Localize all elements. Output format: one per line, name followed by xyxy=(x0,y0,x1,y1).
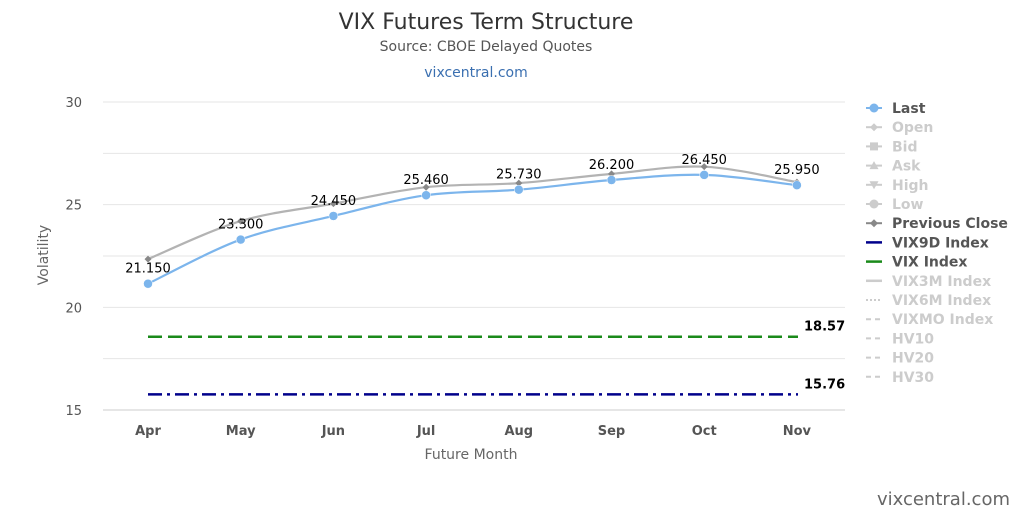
gridlines xyxy=(103,101,845,411)
x-tick-label: Nov xyxy=(783,424,812,439)
x-tick-label: Oct xyxy=(692,424,717,439)
x-tick-label: Jul xyxy=(416,424,436,439)
x-tick-label: May xyxy=(226,424,256,439)
y-tick-label: 25 xyxy=(65,199,82,214)
y-axis-title: Volatility xyxy=(36,225,52,285)
y-tick-label: 15 xyxy=(65,404,82,419)
data-label: 24.450 xyxy=(311,194,357,209)
reference-line-label: 15.76 xyxy=(804,377,845,392)
legend-marker xyxy=(870,142,878,151)
data-point xyxy=(329,200,337,208)
data-point xyxy=(700,163,708,171)
data-label: 25.730 xyxy=(496,168,542,183)
data-point xyxy=(515,179,523,187)
legend-marker xyxy=(869,181,879,190)
legend-item-label[interactable]: Open xyxy=(892,120,933,136)
x-axis-ticks: Apr May Jun Jul Aug Sep Oct Nov xyxy=(135,424,811,439)
x-tick-label: Sep xyxy=(598,424,626,439)
data-point xyxy=(143,278,153,289)
y-tick-label: 20 xyxy=(65,301,82,316)
legend-item-label[interactable]: VIX6M Index xyxy=(892,293,991,309)
legend-item-label[interactable]: High xyxy=(892,178,929,194)
data-point xyxy=(514,184,524,195)
data-label: 21.150 xyxy=(125,262,171,277)
x-tick-label: Jun xyxy=(321,424,345,439)
data-label: 23.300 xyxy=(218,218,264,233)
legend-item-label[interactable]: Previous Close xyxy=(892,216,1008,232)
legend-item-label[interactable]: VIX3M Index xyxy=(892,274,991,290)
data-point xyxy=(606,175,617,185)
legend-item-label[interactable]: VIX Index xyxy=(892,255,967,271)
legend-marker xyxy=(870,123,878,132)
data-point xyxy=(328,211,339,221)
site-link[interactable]: vixcentral.com xyxy=(424,65,527,81)
legend-marker xyxy=(870,219,878,228)
data-point xyxy=(421,190,431,200)
legend-item-label[interactable]: Last xyxy=(892,101,926,117)
legend-item-label[interactable]: VIXMO Index xyxy=(892,312,993,328)
chart-subtitle: Source: CBOE Delayed Quotes xyxy=(380,39,593,55)
legend-item-label[interactable]: VIX9D Index xyxy=(892,235,989,251)
x-tick-label: Apr xyxy=(135,424,161,439)
legend-item-label[interactable]: HV30 xyxy=(892,370,934,386)
legend-item-label[interactable]: Ask xyxy=(892,159,921,175)
data-labels: 21.150 23.300 24.450 25.460 25.730 26.200 26.4… xyxy=(125,153,819,277)
x-tick-label: Aug xyxy=(504,424,533,439)
data-point xyxy=(792,180,802,190)
data-label: 26.200 xyxy=(589,158,635,173)
data-label: 26.450 xyxy=(681,153,727,168)
series-group xyxy=(143,163,802,289)
data-label: 25.950 xyxy=(774,163,820,178)
y-axis-ticks: 15 20 25 30 xyxy=(65,96,82,419)
data-point xyxy=(699,170,709,180)
y-tick-label: 30 xyxy=(65,96,82,111)
legend-item-label[interactable]: HV20 xyxy=(892,351,934,367)
chart-title: VIX Futures Term Structure xyxy=(339,10,634,35)
data-point xyxy=(144,255,152,263)
data-point xyxy=(422,183,430,191)
watermark: vixcentral.com xyxy=(877,489,1010,510)
legend: Last Open Bid Ask High Low Previous Close VIX9D… xyxy=(866,101,1008,386)
data-point xyxy=(237,217,245,225)
legend-marker xyxy=(869,161,879,170)
legend-marker xyxy=(869,199,879,209)
reference-lines: 18.57 15.76 xyxy=(148,320,845,396)
data-point xyxy=(235,234,246,245)
legend-item-label[interactable]: HV10 xyxy=(892,331,934,347)
legend-item-label[interactable]: Bid xyxy=(892,139,918,155)
legend-item-label[interactable]: Low xyxy=(892,197,924,213)
series-line xyxy=(147,165,798,261)
legend-marker xyxy=(869,103,879,113)
reference-line-label: 18.57 xyxy=(804,320,845,335)
x-axis-title: Future Month xyxy=(425,447,518,463)
data-label: 25.460 xyxy=(403,173,449,188)
